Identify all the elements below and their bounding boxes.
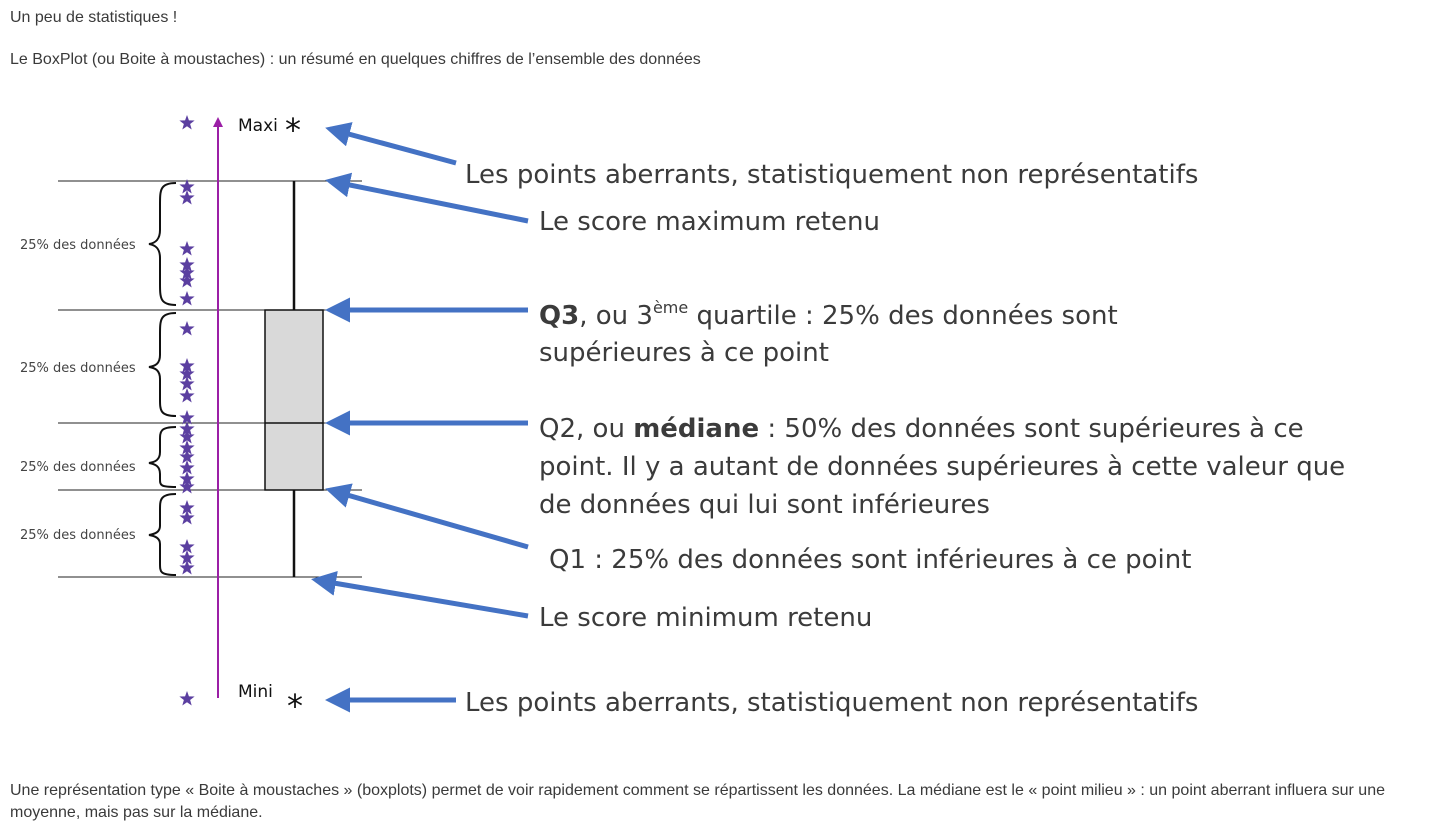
data-point-star-7 xyxy=(179,273,195,288)
data-point-star-24 xyxy=(179,539,195,554)
quarter-label-4: 25% des données xyxy=(20,528,136,543)
data-point-star-15 xyxy=(179,421,195,436)
q3-bold: Q3 xyxy=(539,301,579,331)
maxi-label: Maxi xyxy=(238,116,278,136)
annotation-q1: Q1 : 25% des données sont inférieures à … xyxy=(549,545,1191,575)
brace-bottom-quarter xyxy=(148,493,177,576)
data-point-star-4 xyxy=(179,241,195,256)
arrow-q1 xyxy=(325,483,529,550)
brace-lower-mid-quarter xyxy=(148,426,177,488)
annotation-max-score: Le score maximum retenu xyxy=(539,207,880,237)
q2-rest: : 50% des données sont supérieures à ce xyxy=(759,414,1304,444)
q3-sup: ème xyxy=(653,298,688,317)
data-point-star-26 xyxy=(179,560,195,575)
arrow-outliers-top xyxy=(325,122,457,166)
annotation-q2-line2: point. Il y a autant de données supérieu… xyxy=(539,452,1345,482)
brace-upper-mid-quarter xyxy=(148,312,177,417)
annotation-outliers-bottom: Les points aberrants, statistiquement no… xyxy=(465,688,1198,718)
arrow-min-score xyxy=(311,571,529,619)
subtitle-text: Le BoxPlot (ou Boite à moustaches) : un … xyxy=(10,51,701,68)
data-point-star-10 xyxy=(179,358,195,373)
data-point-star-3 xyxy=(179,190,195,205)
annotation-q2-line1: Q2, ou médiane : 50% des données sont su… xyxy=(539,414,1304,444)
data-point-star-1 xyxy=(179,115,195,130)
annotation-q2-line3: de données qui lui sont inférieures xyxy=(539,490,990,520)
quarter-label-2: 25% des données xyxy=(20,361,136,376)
arrow-max-score xyxy=(325,172,529,224)
mini-label: Mini xyxy=(238,682,273,702)
data-point-star-18 xyxy=(179,449,195,464)
data-point-star-9 xyxy=(179,321,195,336)
boxplot-diagram: 25% des données 25% des données 25% des … xyxy=(20,111,1345,725)
intro-text: Un peu de statistiques ! xyxy=(10,9,178,26)
quarter-label-1: 25% des données xyxy=(20,238,136,253)
data-point-star-23 xyxy=(179,510,195,525)
data-point-star-14 xyxy=(179,410,195,425)
q2-pre: Q2, ou xyxy=(539,414,633,444)
annotation-min-score: Le score minimum retenu xyxy=(539,603,872,633)
annotation-q3-line1: Q3, ou 3ème quartile : 25% des données s… xyxy=(539,298,1118,331)
annotation-q3-line2: supérieures à ce point xyxy=(539,338,829,368)
data-point-star-11 xyxy=(179,366,195,381)
data-point-star-13 xyxy=(179,388,195,403)
data-point-star-2 xyxy=(179,179,195,194)
data-point-star-16 xyxy=(179,429,195,444)
data-point-star-21 xyxy=(179,479,195,494)
data-point-star-6 xyxy=(179,265,195,280)
q3-pre: , ou 3 xyxy=(579,301,653,331)
maxi-outlier-marker: * xyxy=(285,111,301,149)
data-point-star-22 xyxy=(179,500,195,515)
annotation-outliers-top: Les points aberrants, statistiquement no… xyxy=(465,160,1198,190)
q2-bold: médiane xyxy=(633,414,759,444)
q3-rest: quartile : 25% des données sont xyxy=(688,301,1117,331)
data-point-star-25 xyxy=(179,550,195,565)
data-point-star-27 xyxy=(179,691,195,706)
data-points xyxy=(179,115,195,706)
mini-outlier-marker: * xyxy=(287,687,303,725)
data-point-star-17 xyxy=(179,440,195,455)
brace-top-quarter xyxy=(148,182,177,306)
data-point-star-5 xyxy=(179,257,195,272)
data-point-star-8 xyxy=(179,291,195,306)
data-point-star-20 xyxy=(179,471,195,486)
data-point-star-19 xyxy=(179,460,195,475)
quarter-label-3: 25% des données xyxy=(20,460,136,475)
box xyxy=(264,309,324,491)
data-point-star-12 xyxy=(179,376,195,391)
footer-text: Une représentation type « Boite à mousta… xyxy=(10,782,1385,821)
